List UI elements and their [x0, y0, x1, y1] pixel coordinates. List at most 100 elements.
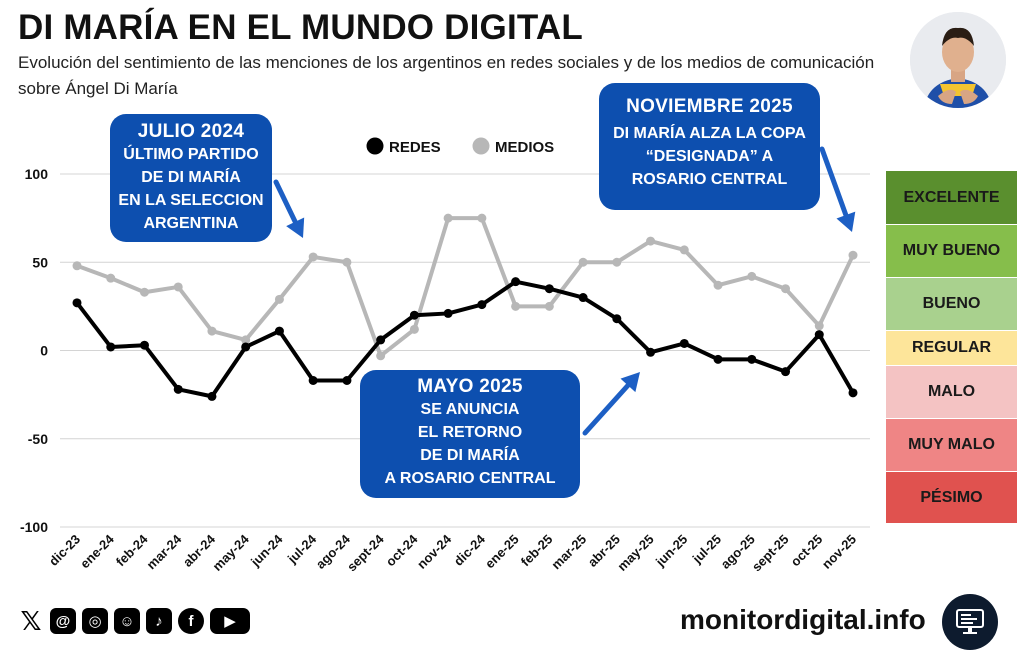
data-point-medios [848, 250, 858, 260]
data-point-redes [106, 342, 116, 352]
data-point-redes [139, 340, 149, 350]
callout-line: ROSARIO CENTRAL [631, 171, 788, 188]
legend-medios-marker [472, 137, 490, 155]
data-point-medios [814, 321, 824, 331]
x-tick-label: may-25 [614, 532, 656, 574]
callout-julio-2024: JULIO 2024 ÚLTIMO PARTIDO DE DI MARÍA EN… [110, 114, 272, 242]
callout-line: “DESIGNADA” A [645, 148, 774, 165]
series-line-redes [75, 279, 855, 399]
x-tick-label: mar-24 [144, 531, 185, 572]
data-point-medios [139, 287, 149, 297]
tiktok-icon[interactable]: ♪ [146, 608, 172, 634]
x-axis-ticks: dic-23ene-24feb-24mar-24abr-24may-24jun-… [46, 531, 859, 574]
data-point-medios [308, 252, 318, 262]
y-axis-ticks: 100 50 0 -50 -100 [20, 166, 48, 535]
youtube-icon[interactable]: ▶ [210, 608, 250, 634]
facebook-icon[interactable]: f [178, 608, 204, 634]
scale-label: REGULAR [911, 339, 992, 356]
series-redes [72, 277, 858, 401]
data-point-redes [477, 300, 487, 310]
social-icons: 𝕏 @ ◎ ☺ ♪ f ▶ [18, 605, 250, 636]
x-tick-label: sept-24 [344, 531, 387, 574]
threads-icon[interactable]: @ [50, 608, 76, 634]
scale-bueno: BUENO [886, 278, 1017, 331]
callout-mayo-2025: MAYO 2025 SE ANUNCIA EL RETORNO DE DI MA… [360, 370, 580, 498]
data-point-medios [612, 257, 622, 267]
data-point-medios [679, 245, 689, 255]
data-point-medios [106, 273, 116, 283]
callout-line: ARGENTINA [143, 215, 239, 232]
data-point-medios [274, 294, 284, 304]
scale-label: MUY BUENO [902, 242, 1001, 259]
scale-muy-malo: MUY MALO [886, 419, 1017, 472]
callout-line: ÚLTIMO PARTIDO [123, 146, 259, 163]
page-title: DI MARÍA EN EL MUNDO DIGITAL [18, 8, 583, 47]
x-tick-label: sept-25 [749, 532, 792, 575]
callout-line: EL RETORNO [417, 424, 523, 441]
scale-label: EXCELENTE [903, 188, 1000, 206]
callout-heading: NOVIEMBRE 2025 [626, 96, 793, 117]
scale-regular: REGULAR [886, 331, 1017, 366]
callout-line: DE DI MARÍA [420, 447, 520, 464]
data-point-medios [477, 213, 487, 223]
data-point-medios [72, 261, 82, 271]
x-tick-label: jun-24 [247, 531, 286, 570]
y-tick-label: 100 [25, 166, 49, 182]
scale-excelente: EXCELENTE [886, 171, 1017, 225]
x-tick-label: dic-24 [451, 531, 489, 569]
data-point-redes [814, 330, 824, 340]
data-point-redes [578, 293, 588, 303]
page-subtitle: Evolución del sentimiento de las mencion… [18, 53, 875, 98]
x-tick-label: ene-24 [77, 531, 117, 571]
data-point-medios [376, 351, 386, 361]
data-point-redes [376, 335, 386, 345]
scale-pesimo: PÉSIMO [886, 472, 1017, 524]
arrow-julio-2024 [273, 179, 305, 238]
data-point-redes [781, 367, 791, 377]
arrow-mayo-2025 [582, 372, 640, 436]
callout-line: SE ANUNCIA [420, 401, 520, 418]
data-point-medios [713, 280, 723, 290]
data-point-redes [241, 342, 251, 352]
kick-icon[interactable]: ☺ [114, 608, 140, 634]
data-point-redes [443, 308, 453, 318]
x-tick-label: nov-24 [414, 531, 455, 572]
player-avatar [910, 12, 1006, 108]
callout-line: DE DI MARÍA [141, 169, 241, 186]
x-tick-label: ene-25 [482, 532, 522, 572]
x-icon[interactable]: 𝕏 [20, 605, 42, 636]
data-point-medios [646, 236, 656, 246]
x-tick-label: jun-25 [652, 532, 690, 570]
scale-label: MUY MALO [908, 436, 995, 453]
series-medios [72, 213, 858, 361]
chart-legend: REDES MEDIOS [366, 137, 554, 156]
data-point-medios [409, 324, 419, 334]
x-tick-label: nov-25 [819, 532, 859, 572]
legend-medios-label: MEDIOS [495, 139, 554, 156]
data-point-redes [848, 388, 858, 398]
data-point-redes [274, 326, 284, 336]
callout-line: A ROSARIO CENTRAL [384, 470, 556, 487]
scale-label: MALO [927, 383, 976, 400]
data-point-redes [409, 310, 419, 320]
y-tick-label: -100 [20, 519, 48, 535]
data-point-redes [207, 391, 217, 401]
x-tick-label: dic-23 [46, 532, 83, 569]
line-chart: 100 50 0 -50 -100 dic-23ene-24feb-24mar-24ab… [20, 137, 870, 574]
instagram-icon[interactable]: ◎ [82, 608, 108, 634]
y-tick-label: 50 [32, 254, 48, 270]
monitor-icon [942, 594, 998, 650]
site-url[interactable]: monitordigital.info [680, 604, 926, 635]
data-point-medios [342, 257, 352, 267]
series-line-medios [75, 216, 855, 358]
data-point-medios [241, 335, 251, 345]
data-point-medios [173, 282, 183, 292]
data-point-medios [747, 271, 757, 281]
x-tick-label: oct-25 [788, 532, 826, 570]
chart-series [72, 213, 858, 401]
data-point-redes [72, 298, 82, 308]
y-tick-label: -50 [28, 431, 48, 447]
data-point-medios [544, 301, 554, 311]
data-point-redes [308, 376, 318, 386]
legend-redes-marker [366, 137, 384, 155]
